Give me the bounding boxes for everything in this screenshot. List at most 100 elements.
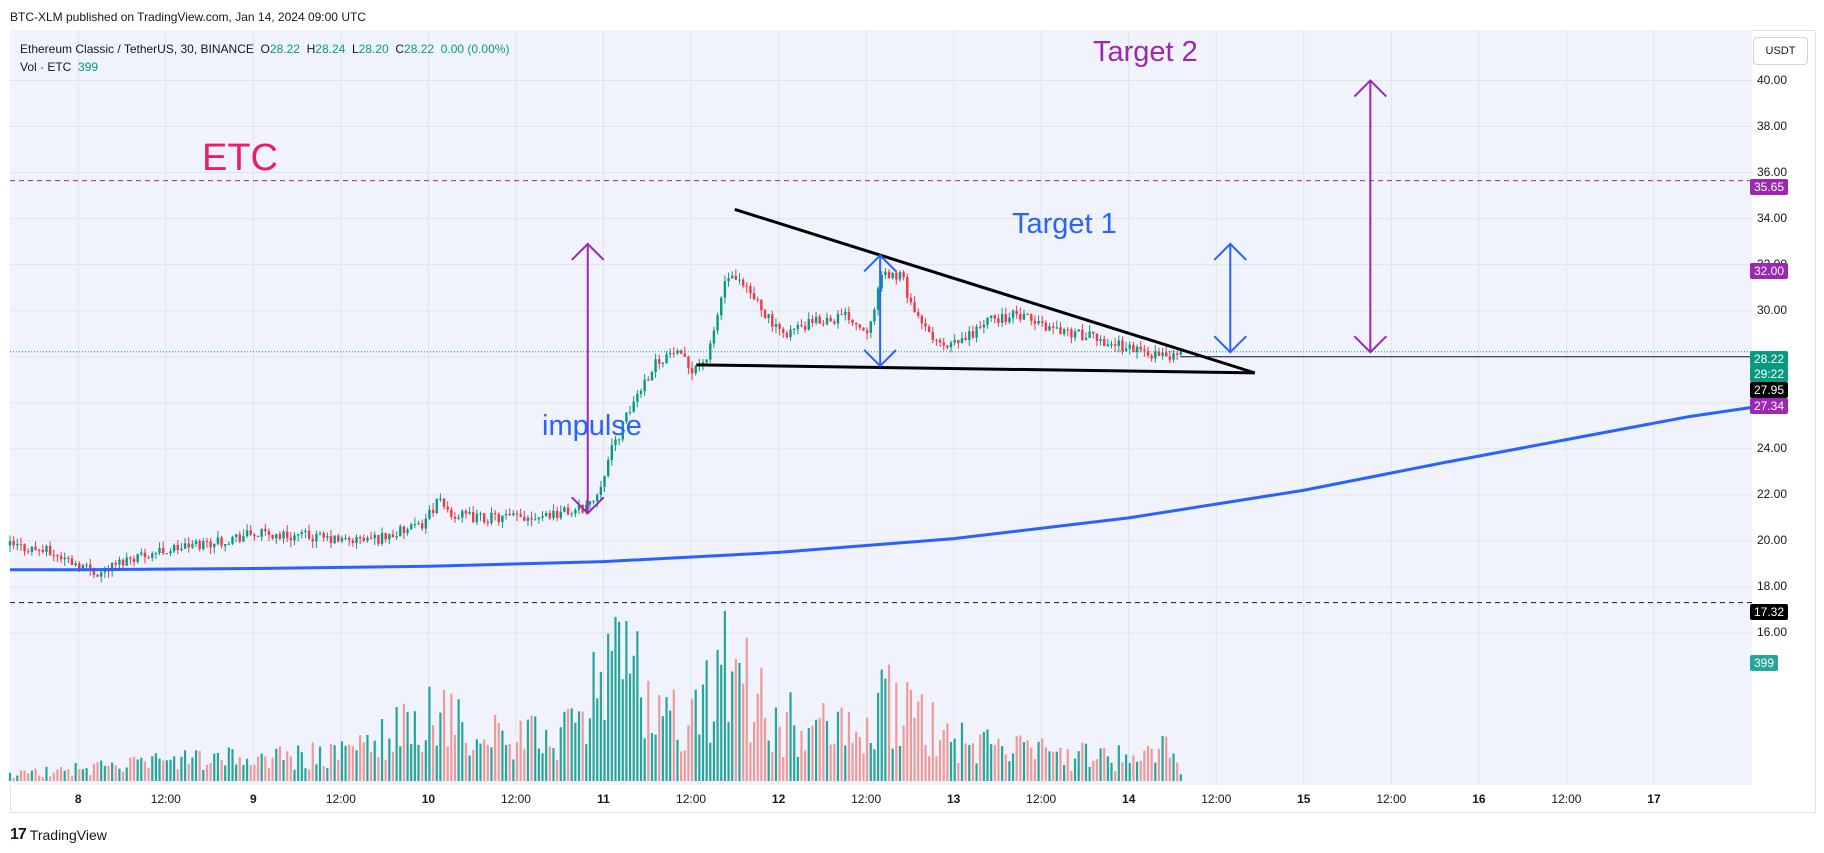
candle-body	[1011, 310, 1015, 318]
candle-body	[869, 321, 872, 333]
volume-bar	[45, 766, 48, 781]
volume-bar	[997, 738, 1000, 781]
time-axis-label: 17	[1647, 792, 1661, 806]
candle-body	[530, 517, 533, 520]
volume-bar	[176, 769, 179, 781]
volume-bar	[486, 744, 489, 781]
volume-bar	[180, 756, 183, 781]
volume-bar	[136, 759, 139, 781]
candle-body	[694, 366, 697, 374]
candle-body	[439, 498, 442, 500]
candle-body	[825, 317, 829, 325]
volume-bar	[1062, 764, 1066, 781]
volume-bar	[435, 745, 438, 781]
candle-body	[442, 498, 446, 507]
candle-body	[326, 536, 329, 538]
candle-body	[23, 544, 26, 552]
candle-body	[1146, 351, 1150, 356]
candle-body	[355, 537, 358, 544]
volume-bar	[559, 727, 562, 781]
candle-body	[840, 314, 843, 316]
volume-bar	[242, 764, 245, 781]
candle-body	[74, 563, 77, 566]
volume-bar	[494, 715, 497, 781]
volume-bar	[205, 764, 209, 781]
candle-body	[183, 543, 187, 549]
volume-bar	[1099, 748, 1102, 781]
volume-bar	[297, 745, 300, 781]
candle-body	[337, 535, 340, 542]
candle-body	[927, 326, 931, 332]
volume-bar	[1022, 741, 1026, 781]
volume-bar	[1128, 762, 1131, 781]
legend-volume-label: Vol · ETC	[20, 60, 72, 74]
candle-body	[993, 315, 996, 319]
volume-bar	[121, 771, 125, 781]
price-pane[interactable]	[10, 30, 1752, 785]
candle-body	[683, 353, 686, 357]
candle-body	[1095, 333, 1099, 341]
currency-button[interactable]: USDT	[1753, 37, 1808, 65]
volume-bar	[949, 741, 953, 781]
volume-bar	[621, 679, 624, 781]
legend-high: 28.24	[315, 42, 346, 56]
volume-bar	[231, 749, 234, 781]
volume-bar	[942, 729, 945, 781]
volume-bar	[27, 773, 30, 781]
candle-body	[373, 534, 376, 539]
volume-bar	[928, 756, 931, 781]
candle-body	[227, 543, 231, 545]
volume-bar	[271, 757, 274, 781]
volume-bar	[439, 712, 442, 781]
volume-bar	[380, 719, 384, 781]
volume-bar	[534, 716, 537, 781]
candle-body	[865, 330, 869, 333]
volume-bar	[665, 697, 668, 781]
candle-body	[508, 514, 511, 516]
candle-body	[552, 510, 555, 519]
candle-body	[85, 564, 88, 566]
volume-bar	[818, 718, 821, 781]
volume-bar	[891, 748, 894, 781]
volume-bar	[814, 719, 818, 781]
candle-body	[1015, 310, 1018, 315]
volume-bar	[800, 730, 803, 781]
volume-bar	[344, 745, 347, 781]
volume-bar	[654, 734, 657, 781]
price-tag-27-34: 27.34	[1750, 398, 1789, 414]
volume-bar	[1135, 761, 1139, 781]
volume-bar	[1081, 742, 1084, 781]
wedge-upper-line	[734, 208, 1256, 375]
time-axis-label: 12:00	[1026, 792, 1057, 806]
candle-body	[1113, 344, 1117, 346]
volume-bar	[158, 758, 161, 781]
volume-bar	[523, 749, 526, 781]
candle-body	[169, 551, 172, 554]
candle-body	[1033, 320, 1037, 324]
candle-body	[756, 299, 759, 301]
volume-bar	[1070, 771, 1073, 781]
candle-body	[30, 546, 34, 552]
wedge-lower-line	[696, 363, 1255, 375]
candle-body	[125, 557, 128, 566]
candle-body	[796, 325, 800, 329]
candle-body	[668, 352, 672, 355]
candle-body	[472, 512, 475, 523]
volume-bar	[811, 725, 814, 781]
volume-bar	[147, 767, 150, 781]
volume-bar	[1004, 754, 1007, 781]
candle-body	[946, 345, 949, 348]
candle-body	[1055, 327, 1059, 329]
candle-body	[461, 510, 464, 518]
volume-bar	[771, 752, 774, 781]
candle-body	[596, 494, 599, 502]
candle-body	[909, 297, 913, 303]
candle-body	[140, 552, 143, 555]
tradingview-logo[interactable]: 17 TradingView	[10, 826, 107, 844]
volume-bar	[162, 760, 165, 781]
volume-bar	[129, 757, 132, 781]
candle-body	[895, 272, 898, 280]
candle-body	[807, 319, 810, 330]
target2-arrow-head-bottom	[1353, 335, 1388, 354]
